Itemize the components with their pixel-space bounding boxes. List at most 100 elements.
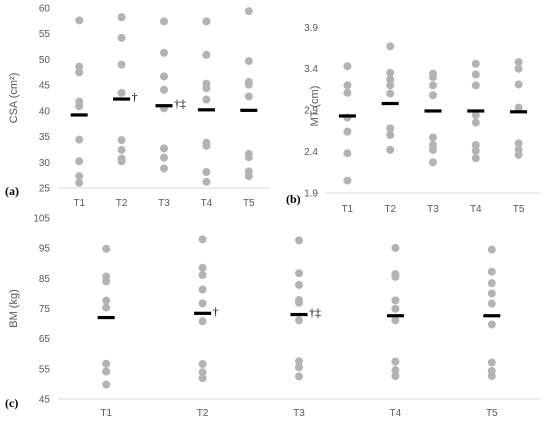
mean-bar <box>386 314 404 318</box>
x-tick-label: T3 <box>158 198 170 209</box>
y-tick-label: 95 <box>39 244 51 255</box>
x-tick-label: T3 <box>427 204 439 215</box>
mean-bar <box>155 104 173 108</box>
data-point <box>75 16 84 25</box>
y-axis-title: MT (cm) <box>309 86 321 127</box>
y-tick-label: 85 <box>39 274 51 285</box>
data-point <box>202 177 211 186</box>
data-point <box>295 280 303 289</box>
data-point <box>487 358 496 367</box>
data-point <box>198 374 207 383</box>
y-tick-label: 55 <box>39 29 51 40</box>
data-point <box>102 303 111 312</box>
mean-bar <box>240 108 258 112</box>
data-point <box>386 42 395 51</box>
data-point <box>295 236 303 245</box>
data-point <box>514 139 523 148</box>
data-point <box>102 296 111 305</box>
data-point <box>386 75 395 84</box>
data-point <box>391 357 400 366</box>
mean-bar <box>97 315 115 320</box>
mean-bar <box>483 314 501 318</box>
y-tick-label: 60 <box>39 4 51 15</box>
data-point <box>75 102 84 111</box>
data-point <box>202 84 211 93</box>
data-point <box>117 13 126 22</box>
data-point <box>386 131 395 139</box>
x-tick-label: T2 <box>384 204 396 215</box>
data-point <box>514 64 523 73</box>
data-point <box>295 316 303 325</box>
data-point <box>391 316 400 325</box>
x-tick-label: T5 <box>513 204 525 215</box>
data-point <box>386 68 395 77</box>
data-point <box>386 89 395 98</box>
data-point <box>487 372 496 381</box>
x-tick-label: T3 <box>293 408 305 419</box>
y-tick-label: 65 <box>39 334 51 345</box>
data-point <box>198 263 207 272</box>
panel-label: (c) <box>5 396 18 410</box>
mean-bar <box>381 101 399 106</box>
x-tick-label: T4 <box>470 204 482 215</box>
data-point <box>75 172 84 181</box>
data-point <box>386 145 395 154</box>
mean-bar <box>338 114 356 118</box>
significance-marker: † <box>213 304 219 318</box>
data-point <box>75 62 84 71</box>
data-point <box>391 243 400 252</box>
data-point <box>471 118 480 127</box>
data-point <box>160 153 168 162</box>
data-point <box>471 154 480 163</box>
data-point <box>471 59 480 68</box>
data-point <box>117 157 126 166</box>
data-point <box>75 178 84 187</box>
data-point <box>487 245 496 254</box>
data-point <box>75 68 84 77</box>
data-point <box>343 88 352 97</box>
y-tick-label: 1.9 <box>304 189 318 200</box>
data-point <box>391 366 400 375</box>
data-point <box>487 320 496 329</box>
data-point <box>244 56 253 65</box>
y-axis-title: BM (kg) <box>8 289 20 328</box>
data-point <box>160 48 168 57</box>
data-point <box>102 367 111 376</box>
data-point <box>198 360 207 369</box>
y-tick-label: 75 <box>39 304 51 315</box>
y-tick-label: 55 <box>39 364 51 375</box>
y-tick-label: 50 <box>39 55 51 66</box>
mean-bar <box>510 110 528 114</box>
y-tick-label: 2.4 <box>304 147 318 158</box>
mean-bar <box>424 109 442 113</box>
y-axis-title: CSA (cm²) <box>8 73 20 124</box>
x-tick-label: T5 <box>243 198 255 209</box>
chart-panel-3: 45 55 65 75 85 95 105 BM (kg) T1 T2 T3 T4 T5 † †‡ (c) <box>5 214 540 419</box>
x-tick-label: T4 <box>201 198 213 209</box>
mean-bar <box>194 311 212 315</box>
y-tick-label: 3.4 <box>304 64 318 75</box>
data-point <box>487 299 496 308</box>
data-point <box>429 158 437 167</box>
x-tick-label: T1 <box>342 204 354 215</box>
data-point <box>343 149 352 158</box>
data-point <box>117 145 126 154</box>
data-point <box>244 153 253 162</box>
data-point <box>295 298 303 307</box>
data-point <box>75 157 84 166</box>
data-point <box>198 271 207 280</box>
y-tick-label: 40 <box>39 106 51 117</box>
data-point <box>295 269 303 278</box>
data-point <box>202 168 211 177</box>
x-tick-label: T4 <box>390 408 402 419</box>
y-tick-label: 25 <box>39 184 51 195</box>
data-point <box>343 176 352 185</box>
x-tick-label: T5 <box>486 408 498 419</box>
x-tick-label: T1 <box>73 198 85 209</box>
data-point <box>471 140 480 149</box>
data-point <box>198 235 207 244</box>
data-point <box>244 7 253 16</box>
data-point <box>160 85 168 94</box>
data-point <box>102 380 111 389</box>
